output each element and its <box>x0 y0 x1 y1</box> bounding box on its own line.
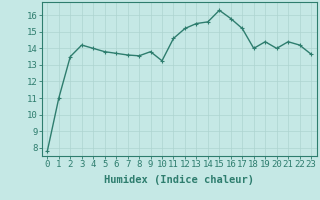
X-axis label: Humidex (Indice chaleur): Humidex (Indice chaleur) <box>104 175 254 185</box>
